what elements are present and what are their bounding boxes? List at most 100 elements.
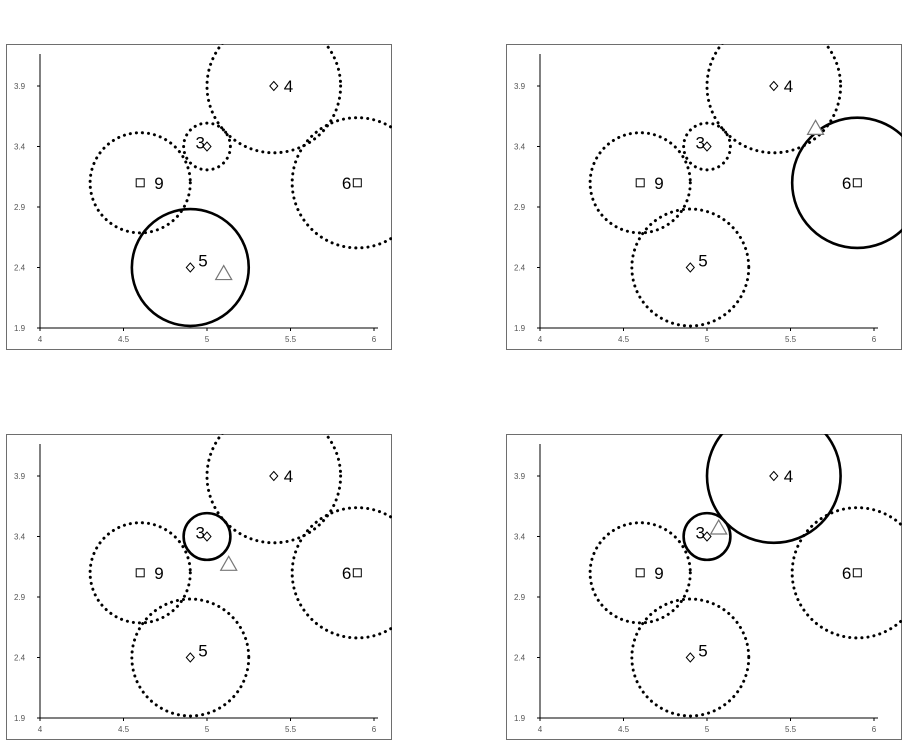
y-tick-label: 3.9 [514, 82, 526, 91]
x-tick-label: 5.5 [285, 335, 297, 344]
y-tick-label: 2.9 [14, 593, 26, 602]
chart-panel-1: 4 4.5 5 5.5 6 1.9 2.4 2.9 3.4 3.9 4 3 9 6 5 [6, 44, 392, 350]
x-tick-label: 4 [38, 725, 43, 734]
x-tick-label: 5.5 [785, 335, 797, 344]
dotted-circle [630, 597, 751, 718]
diamond-marker [685, 652, 695, 663]
diamond-marker [269, 470, 279, 482]
point-label: 4 [284, 77, 293, 96]
point-label: 9 [654, 174, 663, 193]
plot-group: 4 4.5 5 5.5 6 1.9 2.4 2.9 3.4 3.9 4 3 9 6 5 [514, 434, 902, 734]
y-tick-label: 2.4 [14, 264, 26, 273]
chart-panel-3: 4 4.5 5 5.5 6 1.9 2.4 2.9 3.4 3.9 4 3 9 6 5 [6, 434, 392, 740]
dotted-circle [630, 207, 751, 328]
point-label: 4 [784, 467, 793, 486]
y-tick-label: 3.4 [14, 533, 26, 542]
solid-circle [790, 116, 902, 250]
x-tick-label: 4.5 [618, 335, 630, 344]
square-marker [635, 178, 645, 188]
y-tick-label: 3.9 [514, 472, 526, 481]
point-label: 6 [842, 174, 851, 193]
chart-panel-2: 4 4.5 5 5.5 6 1.9 2.4 2.9 3.4 3.9 4 3 9 6 5 [506, 44, 902, 350]
query-triangle-marker [214, 264, 233, 281]
y-tick-label: 2.9 [14, 203, 26, 212]
solid-circle [682, 511, 732, 562]
diamond-marker [269, 80, 279, 92]
y-tick-label: 2.4 [514, 264, 526, 273]
chart-frame [6, 44, 392, 350]
diamond-marker [685, 262, 695, 273]
x-tick-label: 5.5 [785, 725, 797, 734]
x-tick-label: 4.5 [118, 335, 130, 344]
y-tick-label: 1.9 [14, 324, 26, 333]
dotted-circle [182, 121, 232, 172]
square-marker [135, 178, 145, 188]
x-tick-label: 5 [205, 725, 210, 734]
dotted-circle [290, 506, 392, 640]
x-tick-label: 6 [872, 725, 877, 734]
chart-frame [506, 434, 902, 740]
x-tick-label: 5.5 [285, 725, 297, 734]
y-tick-label: 3.4 [14, 143, 26, 152]
diamond-marker [702, 141, 712, 152]
diamond-marker [185, 262, 195, 273]
chart-svg: 4 4.5 5 5.5 6 1.9 2.4 2.9 3.4 3.9 4 3 9 6 5 [506, 434, 902, 740]
x-tick-label: 5 [705, 725, 710, 734]
point-label: 6 [842, 564, 851, 583]
solid-circle [705, 434, 842, 545]
diamond-marker [702, 531, 712, 542]
solid-circle [130, 207, 251, 328]
dotted-circle [705, 44, 843, 155]
y-tick-label: 1.9 [514, 714, 526, 723]
x-tick-label: 5 [705, 335, 710, 344]
query-triangle-marker [806, 119, 825, 135]
point-label: 4 [784, 77, 793, 96]
square-marker [352, 178, 362, 188]
query-triangle-marker [709, 518, 728, 535]
x-tick-label: 4 [538, 725, 543, 734]
x-tick-label: 6 [372, 725, 377, 734]
square-marker [852, 178, 862, 188]
point-label: 9 [154, 174, 163, 193]
point-label: 3 [696, 524, 705, 543]
dotted-circle [682, 121, 732, 172]
x-tick-label: 6 [372, 335, 377, 344]
point-label: 3 [196, 134, 205, 153]
chart-panel-4: 4 4.5 5 5.5 6 1.9 2.4 2.9 3.4 3.9 4 3 9 6 5 [506, 434, 902, 740]
x-tick-label: 4.5 [618, 725, 630, 734]
y-tick-label: 3.9 [14, 82, 26, 91]
diamond-marker [185, 652, 195, 663]
chart-frame [506, 44, 902, 350]
point-label: 3 [196, 524, 205, 543]
dotted-circle [588, 131, 692, 235]
diamond-marker [769, 470, 779, 482]
point-label: 9 [654, 564, 663, 583]
dotted-circle [588, 521, 692, 625]
y-tick-label: 3.4 [514, 143, 526, 152]
chart-svg: 4 4.5 5 5.5 6 1.9 2.4 2.9 3.4 3.9 4 3 9 6 5 [6, 44, 392, 350]
point-label: 3 [696, 134, 705, 153]
chart-svg: 4 4.5 5 5.5 6 1.9 2.4 2.9 3.4 3.9 4 3 9 6 5 [6, 434, 392, 740]
square-marker [135, 568, 145, 578]
x-tick-label: 4 [38, 335, 43, 344]
square-marker [635, 568, 645, 578]
chart-svg: 4 4.5 5 5.5 6 1.9 2.4 2.9 3.4 3.9 4 3 9 6 5 [506, 44, 902, 350]
point-label: 5 [698, 252, 707, 271]
y-tick-label: 1.9 [14, 714, 26, 723]
plot-group: 4 4.5 5 5.5 6 1.9 2.4 2.9 3.4 3.9 4 3 9 6 5 [14, 434, 392, 734]
diamond-marker [769, 80, 779, 92]
y-tick-label: 2.9 [514, 203, 526, 212]
point-label: 5 [698, 642, 707, 661]
dotted-circle [88, 521, 192, 625]
query-triangle-marker [219, 555, 238, 571]
plot-group: 4 4.5 5 5.5 6 1.9 2.4 2.9 3.4 3.9 4 3 9 6 5 [514, 44, 902, 344]
y-tick-label: 2.9 [514, 593, 526, 602]
square-marker [852, 568, 862, 578]
diamond-marker [202, 141, 212, 152]
x-tick-label: 4 [538, 335, 543, 344]
point-label: 4 [284, 467, 293, 486]
point-label: 5 [198, 642, 207, 661]
diamond-marker [202, 531, 212, 542]
dotted-circle [205, 44, 343, 155]
y-tick-label: 2.4 [514, 654, 526, 663]
